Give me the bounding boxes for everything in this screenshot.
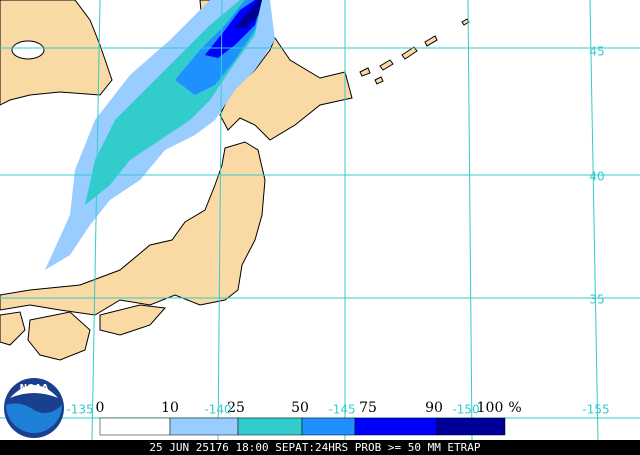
land	[0, 0, 470, 361]
legend-swatch	[436, 417, 506, 436]
legend-swatch	[301, 417, 356, 436]
legend-label: 100	[477, 400, 504, 416]
graticule	[0, 0, 640, 441]
legend-swatch	[99, 417, 171, 436]
shikoku	[99, 304, 167, 336]
legend-label: 90	[425, 400, 443, 416]
honshu	[0, 141, 266, 316]
lon-label: -135	[66, 403, 93, 417]
lake	[11, 40, 45, 60]
lon-label: -140	[204, 403, 231, 417]
legend-label: 10	[161, 400, 179, 416]
caption: 25 JUN 25176 18:00 SEPAT:24HRS PROB >= 5…	[149, 441, 481, 454]
logo-wave	[6, 403, 62, 433]
legend: 0 10 25 50 75 90 100%	[96, 400, 522, 436]
legend-swatch	[354, 417, 438, 436]
legend-label: 75	[359, 400, 377, 416]
lat-label: 45	[589, 45, 604, 59]
mainland-asia	[0, 0, 113, 106]
legend-unit: %	[508, 400, 521, 416]
legend-label: 0	[96, 400, 105, 416]
lon-label: -150	[452, 403, 479, 417]
legend-label: 50	[291, 400, 309, 416]
grid-line	[589, 0, 599, 441]
prob-90	[235, 0, 262, 28]
logo-gull	[10, 385, 58, 398]
lat-label: 35	[589, 293, 604, 307]
korea-tip	[0, 311, 26, 346]
lat-label: 40	[589, 170, 604, 184]
grid-line	[91, 0, 101, 441]
hokkaido	[219, 36, 353, 141]
noaa-logo: NOAA	[4, 378, 64, 438]
grid-line	[467, 0, 473, 441]
legend-swatch	[169, 417, 239, 436]
grid-line	[217, 0, 223, 441]
kyushu	[27, 311, 91, 361]
kurils	[359, 18, 470, 85]
caption-bar	[0, 440, 640, 455]
lon-label: -145	[328, 403, 355, 417]
legend-swatch	[237, 417, 303, 436]
lon-label: -155	[582, 403, 609, 417]
legend-label: 25	[227, 400, 245, 416]
logo-text: NOAA	[20, 384, 49, 394]
